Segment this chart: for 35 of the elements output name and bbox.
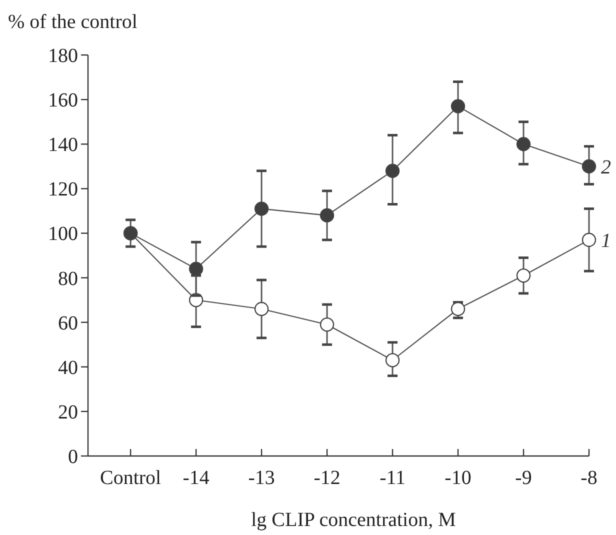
y-axis-title: % of the control [8,11,138,33]
point [385,164,400,178]
point [582,232,596,248]
y-tick-label: 120 [48,178,78,201]
x-tick-label: -8 [580,467,598,489]
x-tick-label: -9 [515,467,532,489]
x-tick-label: -11 [380,467,406,489]
x-tick-label: -13 [248,467,275,489]
point [385,353,400,368]
point [320,317,334,332]
x-tick-label: -12 [314,467,340,489]
y-tick-label: 0 [68,446,78,468]
y-tick-label: 80 [58,268,78,290]
y-tick-label: 160 [48,90,78,112]
point [450,99,466,114]
x-tick-label: Control [100,467,162,489]
y-tick-label: 40 [58,356,78,379]
point [254,302,269,316]
point [450,302,466,316]
x-axis-title: lg CLIP concentration, M [251,509,456,531]
point [188,262,204,276]
series-label: 2 [601,156,611,178]
x-tick-label: -10 [444,467,472,489]
point [254,202,269,216]
y-tick-label: 180 [48,45,78,67]
y-tick-label: 20 [58,401,78,424]
point [320,208,334,222]
y-tick-label: 100 [48,223,78,246]
x-tick-label: -14 [182,467,210,489]
point [582,159,596,174]
y-tick-label: 140 [48,134,78,156]
series-label: 1 [601,230,611,252]
point [516,268,531,283]
y-tick-label: 60 [58,312,78,334]
point [516,137,531,152]
